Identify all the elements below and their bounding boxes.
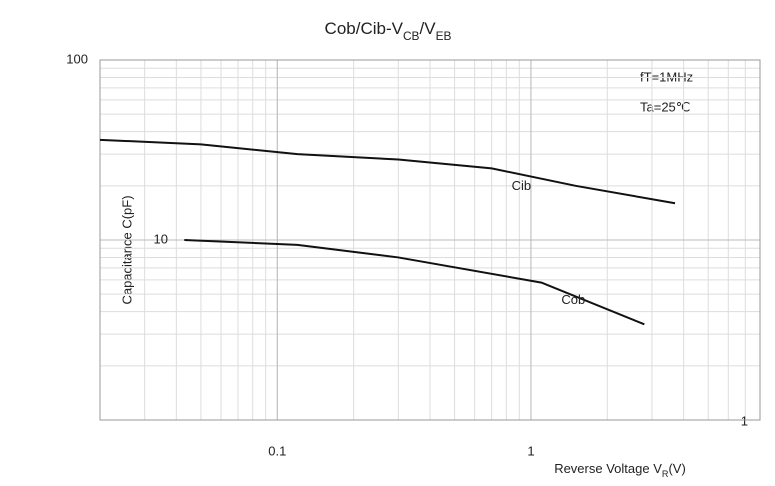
x-axis-label: Reverse Voltage VR(V): [554, 461, 686, 479]
annotation: fT=1MHz: [640, 69, 693, 84]
y-tick-label: 1: [741, 413, 748, 428]
data-line: [99, 138, 676, 205]
x-tick-label: 0.1: [268, 443, 286, 458]
text-part: R: [662, 469, 669, 479]
text-part: Reverse Voltage V: [554, 461, 662, 476]
y-tick-label: 100: [66, 51, 88, 66]
text-part: Cob/Cib-V: [325, 19, 404, 38]
text-part: (V): [668, 461, 685, 476]
y-axis-label: Capacitance C(pF): [119, 195, 134, 304]
y-tick-label: 10: [154, 231, 168, 246]
plot-border: [99, 59, 761, 421]
series-label: Cib: [512, 178, 532, 193]
annotation: Ta=25℃: [640, 99, 690, 114]
chart-title: Cob/Cib-VCB/VEB: [325, 19, 452, 43]
text-part: /V: [420, 19, 437, 38]
text-part: CB: [403, 29, 420, 43]
x-tick-label: 1: [527, 443, 534, 458]
text-part: EB: [436, 29, 452, 43]
data-line: [184, 239, 645, 326]
series-label: Cob: [561, 292, 585, 307]
